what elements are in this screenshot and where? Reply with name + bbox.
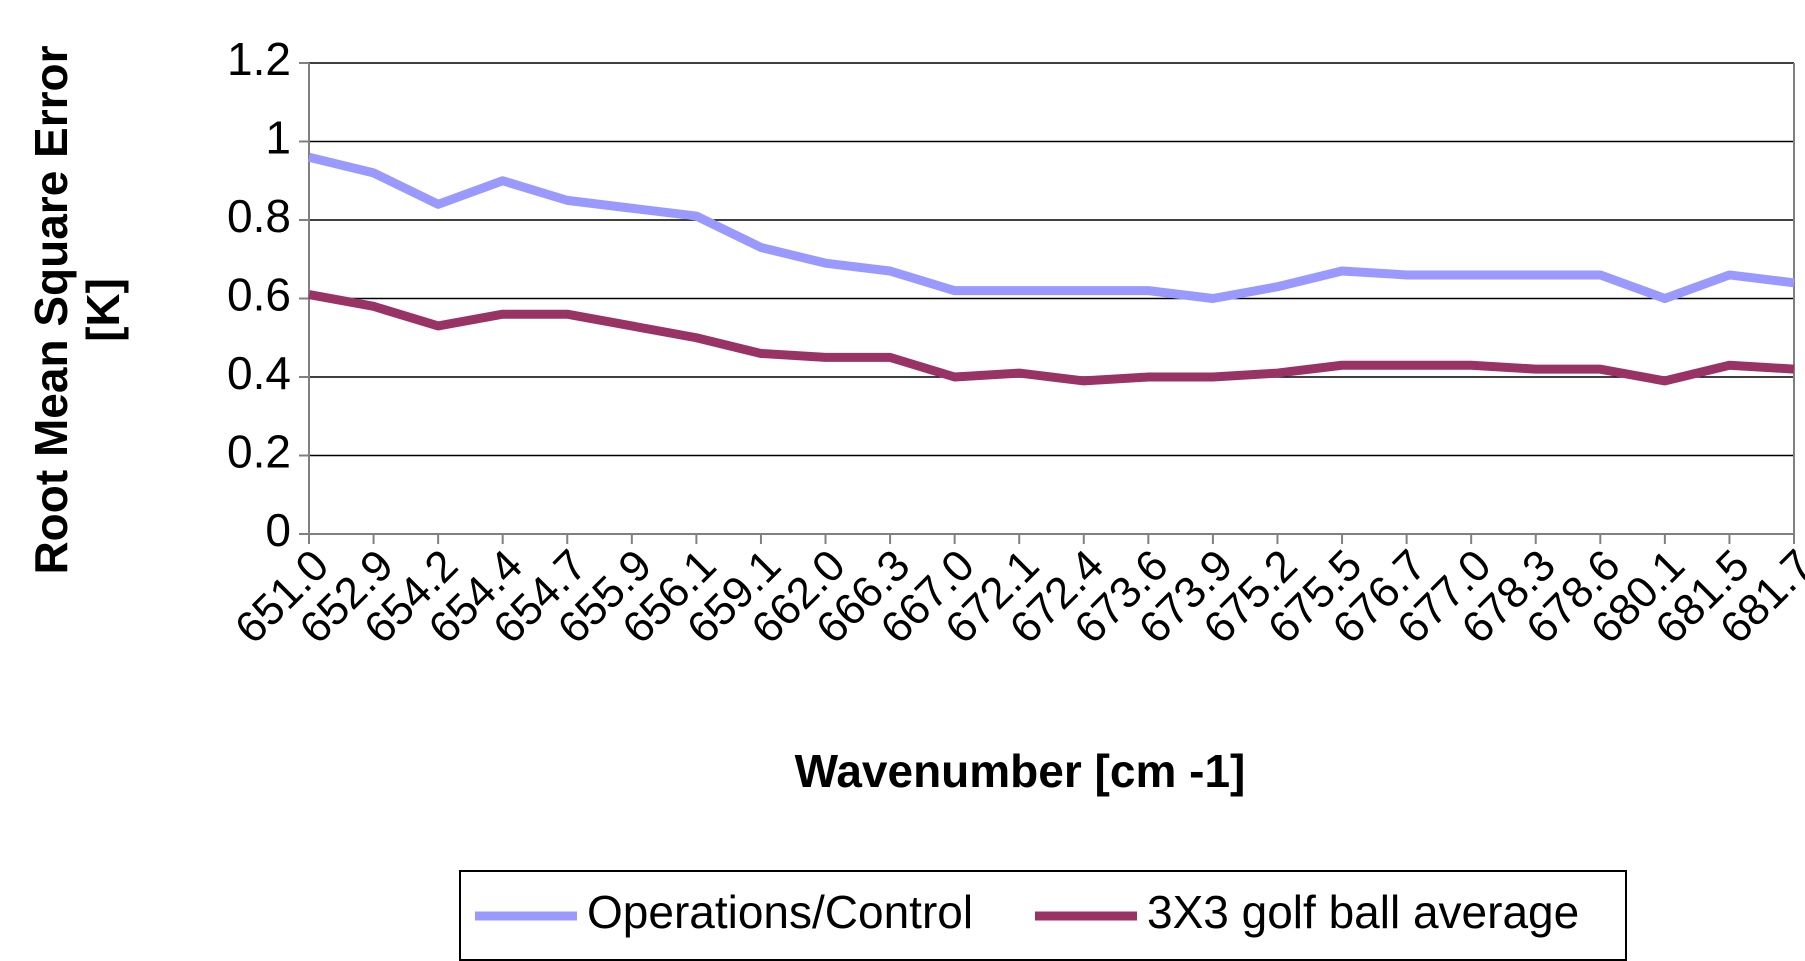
y-axis-title-line: Root Mean Square Error [25, 45, 77, 574]
y-tick-label: 0.8 [227, 190, 291, 242]
y-tick-label: 1.2 [227, 33, 291, 85]
y-tick-label: 0.2 [227, 426, 291, 478]
series-line [308, 290, 1795, 386]
y-axis-title: Root Mean Square Error [K] [25, 45, 129, 574]
series-line [307, 152, 1795, 303]
x-axis-title: Wavenumber [cm -1] [795, 745, 1246, 797]
y-tick-label: 0.4 [227, 347, 291, 399]
y-tick-label: 1 [265, 112, 291, 164]
legend-label: Operations/Control [587, 886, 973, 938]
y-tick-label: 0.6 [227, 269, 291, 321]
y-tick-label: 0 [265, 504, 291, 556]
legend-label: 3X3 golf ball average [1147, 886, 1579, 938]
y-axis-title-line: [K] [77, 278, 129, 342]
